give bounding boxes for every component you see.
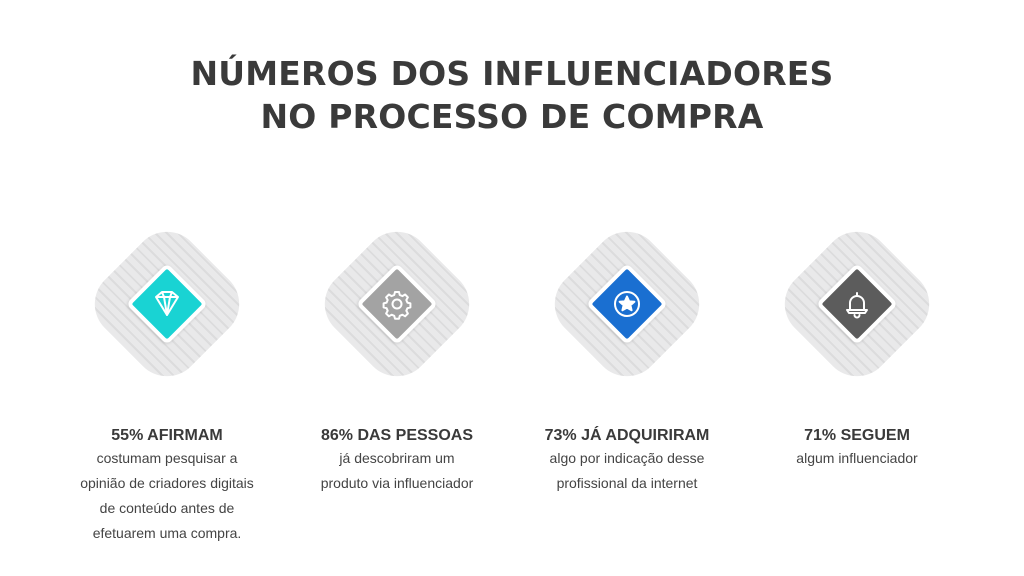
stat-card-1: 55% AFIRMAM costumam pesquisar a opinião…: [67, 206, 267, 546]
stat-card-3: 73% JÁ ADQUIRIRAM algo por indicação des…: [527, 206, 727, 496]
card-graphic: [297, 206, 497, 402]
title-line-2: NO PROCESSO DE COMPRA: [260, 97, 764, 136]
desc-line: já descobriram um: [339, 450, 455, 466]
card-description: já descobriram um produto via influencia…: [297, 446, 497, 496]
title-line-1: NÚMEROS DOS INFLUENCIADORES: [190, 54, 834, 93]
desc-line: algum influenciador: [796, 450, 918, 466]
stat-card-2: 86% DAS PESSOAS já descobriram um produt…: [297, 206, 497, 496]
bell-icon: [835, 282, 879, 326]
desc-line: algo por indicação desse: [549, 450, 705, 466]
card-heading: 71% SEGUEM: [804, 427, 910, 444]
desc-line: costumam pesquisar a: [96, 450, 238, 466]
gear-icon: [375, 282, 419, 326]
desc-line: produto via influenciador: [320, 475, 474, 491]
desc-line: opinião de criadores digitais: [80, 475, 254, 491]
card-heading: 86% DAS PESSOAS: [320, 427, 474, 444]
stat-card-4: 71% SEGUEM algum influenciador: [757, 206, 957, 471]
diamond-gem-icon: [145, 282, 189, 326]
card-graphic: [67, 206, 267, 402]
desc-line: de conteúdo antes de: [99, 500, 235, 516]
card-description: algum influenciador: [757, 446, 957, 471]
page-title: NÚMEROS DOS INFLUENCIADORES NO PROCESSO …: [0, 52, 1024, 138]
desc-line: profissional da internet: [556, 475, 698, 491]
card-description: algo por indicação desse profissional da…: [527, 446, 727, 496]
star-badge-icon: [605, 282, 649, 326]
card-graphic: [527, 206, 727, 402]
card-heading: 55% AFIRMAM: [111, 427, 223, 444]
desc-line: efetuarem uma compra.: [92, 525, 242, 541]
card-description: costumam pesquisar a opinião de criadore…: [67, 446, 267, 546]
card-graphic: [757, 206, 957, 402]
card-heading: 73% JÁ ADQUIRIRAM: [544, 427, 710, 444]
